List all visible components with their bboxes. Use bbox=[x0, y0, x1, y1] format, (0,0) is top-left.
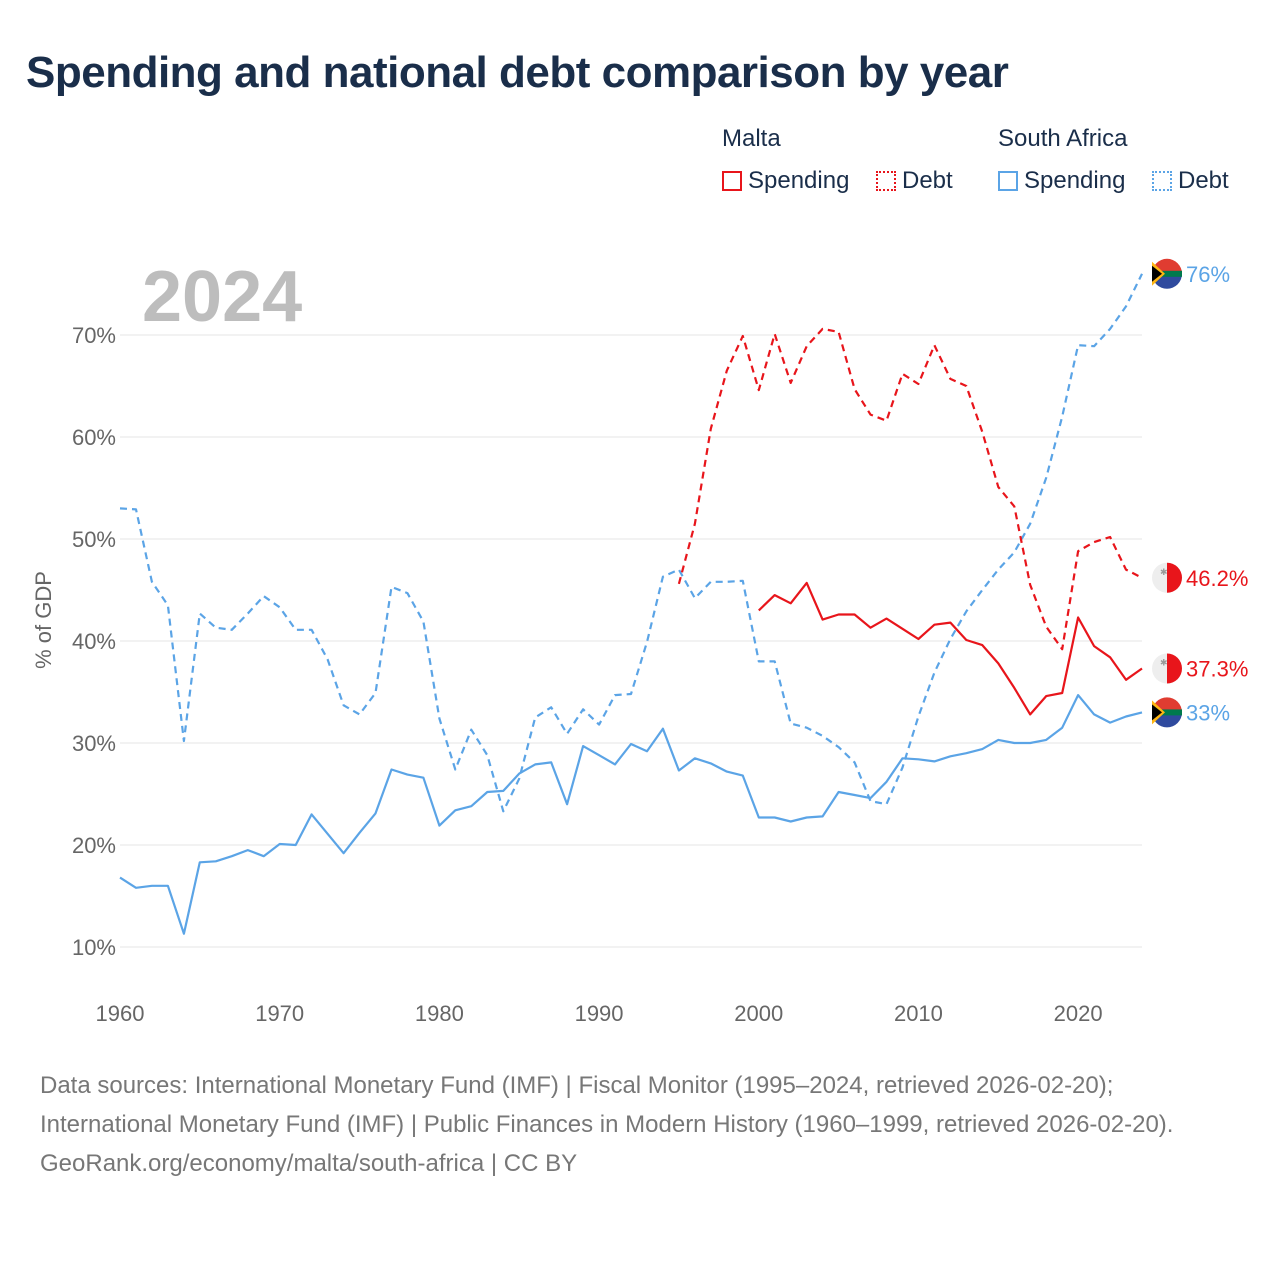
y-tick-label: 60% bbox=[72, 425, 116, 450]
mt-spending-end-label: 37.3% bbox=[1186, 657, 1248, 682]
x-tick-label: 2010 bbox=[894, 1001, 943, 1026]
legend-malta-title: Malta bbox=[722, 125, 781, 152]
south-africa-flag-icon bbox=[1152, 258, 1182, 289]
legend-malta-spending-label: Spending bbox=[748, 167, 850, 194]
solid-line-swatch-icon bbox=[722, 171, 742, 191]
x-tick-label: 1990 bbox=[575, 1001, 624, 1026]
dotted-line-swatch-icon bbox=[1152, 171, 1172, 191]
data-sources-text: Data sources: International Monetary Fun… bbox=[40, 1072, 1174, 1138]
legend-south-africa-title: South Africa bbox=[998, 125, 1128, 152]
sa-spending-end-label: 33% bbox=[1186, 700, 1230, 725]
sa-spending-line bbox=[119, 693, 1143, 935]
x-axis-ticks: 1960 1970 1980 1990 2000 2010 2020 bbox=[96, 1001, 1103, 1026]
legend-south-africa-spending-label: Spending bbox=[1024, 167, 1126, 194]
y-tick-label: 40% bbox=[72, 629, 116, 654]
y-axis-ticks: 10% 20% 30% 40% 50% 60% 70% bbox=[72, 323, 116, 960]
legend-malta-debt[interactable]: Debt bbox=[876, 166, 953, 196]
sa-debt-line bbox=[119, 273, 1143, 813]
mt-debt-end-label: 46.2% bbox=[1186, 566, 1248, 591]
legend-malta-debt-label: Debt bbox=[902, 167, 953, 194]
current-year-label: 2024 bbox=[142, 257, 303, 337]
legend-south-africa-debt[interactable]: Debt bbox=[1152, 166, 1229, 196]
south-africa-flag-icon bbox=[1152, 697, 1182, 728]
y-tick-label: 30% bbox=[72, 731, 116, 756]
malta-flag-icon: ✱ bbox=[1152, 562, 1182, 593]
y-tick-label: 10% bbox=[72, 935, 116, 960]
svg-text:✱: ✱ bbox=[1160, 659, 1168, 669]
svg-text:✱: ✱ bbox=[1160, 568, 1168, 578]
x-tick-label: 1980 bbox=[415, 1001, 464, 1026]
x-tick-label: 2020 bbox=[1054, 1001, 1103, 1026]
y-tick-label: 50% bbox=[72, 527, 116, 552]
y-tick-label: 70% bbox=[72, 323, 116, 348]
grid bbox=[120, 334, 1142, 948]
footer: Data sources: International Monetary Fun… bbox=[40, 1066, 1240, 1183]
legend-south-africa-debt-label: Debt bbox=[1178, 167, 1229, 194]
dotted-line-swatch-icon bbox=[876, 171, 896, 191]
x-tick-label: 2000 bbox=[734, 1001, 783, 1026]
x-tick-label: 1970 bbox=[255, 1001, 304, 1026]
sa-debt-end-label: 76% bbox=[1186, 262, 1230, 287]
attribution-link[interactable]: GeoRank.org/economy/malta/south-africa |… bbox=[40, 1150, 578, 1177]
mt-spending-line bbox=[758, 581, 1143, 716]
legend-malta-spending[interactable]: Spending bbox=[722, 166, 849, 196]
y-tick-label: 20% bbox=[72, 833, 116, 858]
end-markers: 76% 33% ✱ 46.2% ✱ 37.3% bbox=[1152, 258, 1248, 728]
mt-debt-line bbox=[677, 327, 1143, 651]
x-tick-label: 1960 bbox=[96, 1001, 145, 1026]
legend-south-africa-spending[interactable]: Spending bbox=[998, 166, 1125, 196]
malta-flag-icon: ✱ bbox=[1152, 653, 1182, 684]
line-chart: 10% 20% 30% 40% 50% 60% 70% 1960 1970 1980 1990 20… bbox=[72, 258, 1248, 1026]
series-lines bbox=[119, 273, 1143, 935]
solid-line-swatch-icon bbox=[998, 171, 1018, 191]
chart-title: Spending and national debt comparison by… bbox=[26, 48, 1009, 97]
